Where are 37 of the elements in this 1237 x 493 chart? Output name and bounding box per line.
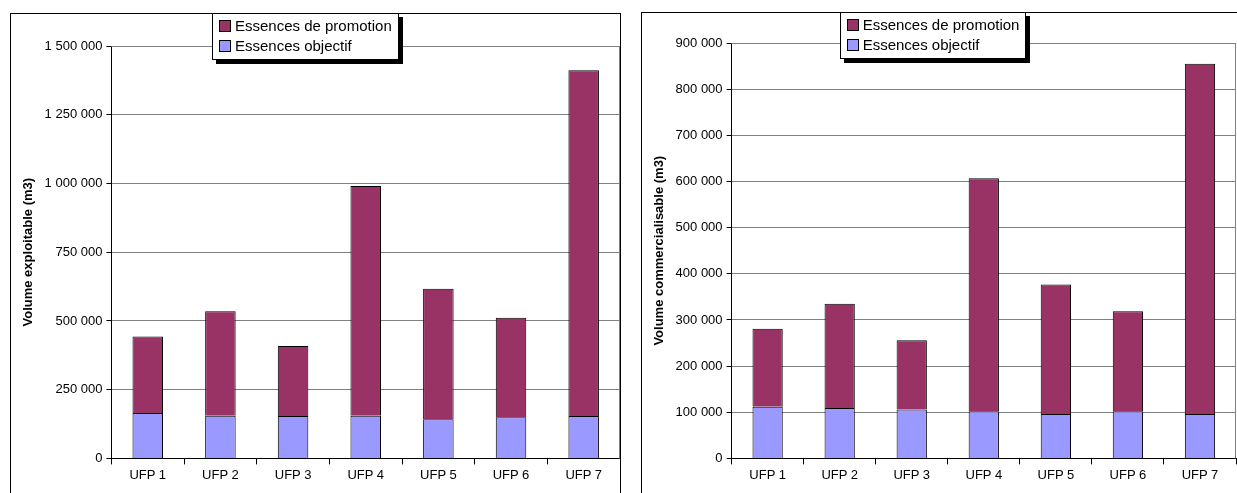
x-tick-label: UFP 5 xyxy=(1037,466,1075,482)
y-tick-label: 400 000 xyxy=(675,265,723,281)
x-tick-label: UFP 5 xyxy=(420,466,457,482)
y-tick-label: 1 500 000 xyxy=(44,37,103,53)
y-tick-label: 0 xyxy=(715,449,723,465)
x-tick-label: UFP 3 xyxy=(274,466,312,482)
y-tick-label: 1 000 000 xyxy=(44,175,103,191)
x-tick-label: UFP 7 xyxy=(1181,466,1219,482)
y-tick-label: 100 000 xyxy=(675,403,723,419)
y-tick-label: 700 000 xyxy=(675,126,723,142)
y-tick-label: 500 000 xyxy=(675,219,723,235)
y-tick-label: 200 000 xyxy=(675,357,723,373)
x-tick-label: UFP 6 xyxy=(492,466,530,482)
x-tick-label: UFP 7 xyxy=(565,466,602,482)
y-tick-label: 250 000 xyxy=(55,381,103,397)
x-tick-label: UFP 2 xyxy=(821,466,858,482)
x-tick-label: UFP 4 xyxy=(965,466,1003,482)
y-tick-label: 800 000 xyxy=(675,80,723,96)
y-tick-label: 900 000 xyxy=(675,34,723,50)
x-tick-label: UFP 1 xyxy=(749,466,786,482)
legend-label: Essences objectif xyxy=(861,35,981,55)
y-axis-title: Volume exploitable (m3) xyxy=(20,177,36,327)
x-tick-label: UFP 2 xyxy=(202,466,239,482)
x-tick-label: UFP 6 xyxy=(1109,466,1147,482)
y-tick-label: 0 xyxy=(95,449,103,465)
y-tick-label: 750 000 xyxy=(55,243,103,259)
y-tick-label: 600 000 xyxy=(675,173,723,189)
y-tick-label: 300 000 xyxy=(675,311,723,327)
legend-label: Essences objectif xyxy=(233,36,353,56)
x-tick-label: UFP 1 xyxy=(129,466,167,482)
y-axis-title: Volume commercialisable (m3) xyxy=(651,155,667,346)
x-tick-label: UFP 4 xyxy=(347,466,385,482)
y-tick-label: 500 000 xyxy=(55,312,103,328)
x-tick-label: UFP 3 xyxy=(893,466,931,482)
legend-label: Essences de promotion xyxy=(233,16,392,36)
y-tick-label: 1 250 000 xyxy=(44,106,103,122)
legend-label: Essences de promotion xyxy=(861,15,1020,35)
